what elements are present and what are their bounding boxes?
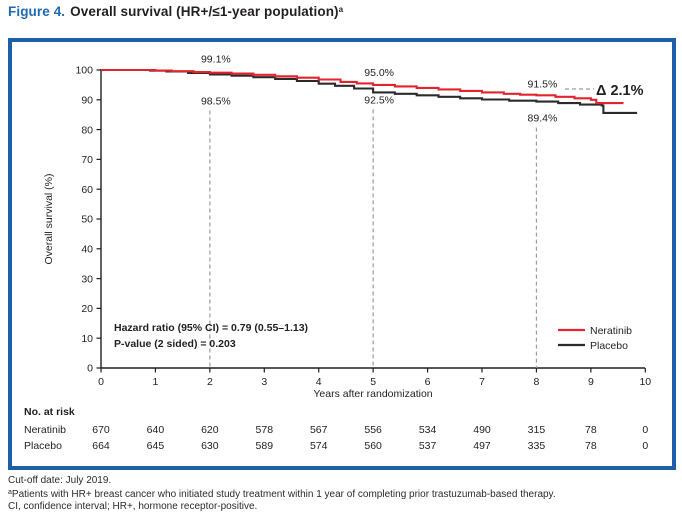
footnotes: Cut-off date: July 2019. aPatients with … — [8, 475, 678, 513]
risk-value-neratinib-year-3: 578 — [256, 424, 274, 436]
risk-value-placebo-year-10: 0 — [642, 440, 648, 452]
x-tick-label: 10 — [639, 376, 651, 388]
x-tick-label: 5 — [370, 376, 376, 388]
x-tick-label: 1 — [153, 376, 159, 388]
y-tick-label: 0 — [87, 363, 93, 375]
x-tick-label: 6 — [425, 376, 431, 388]
figure-frame — [8, 38, 676, 470]
legend-label-placebo: Placebo — [590, 340, 628, 352]
risk-value-neratinib-year-5: 556 — [364, 424, 382, 436]
x-tick-label: 8 — [534, 376, 540, 388]
risk-row-label-neratinib: Neratinib — [24, 424, 66, 436]
risk-value-placebo-year-1: 645 — [147, 440, 165, 452]
figure-title: Figure 4. Overall survival (HR+/≤1-year p… — [8, 4, 343, 19]
risk-value-neratinib-year-6: 534 — [419, 424, 437, 436]
placebo-pct-label-year-2: 98.5% — [201, 95, 231, 107]
risk-value-placebo-year-4: 574 — [310, 440, 328, 452]
risk-value-placebo-year-3: 589 — [256, 440, 274, 452]
placebo-pct-label-year-5: 92.5% — [364, 94, 394, 106]
legend-label-neratinib: Neratinib — [590, 325, 632, 337]
stats-line-1: Hazard ratio (95% CI) = 0.79 (0.55–1.13) — [114, 322, 308, 334]
x-tick-label: 2 — [207, 376, 213, 388]
x-tick-label: 3 — [261, 376, 267, 388]
x-tick-label: 7 — [479, 376, 485, 388]
risk-value-neratinib-year-0: 670 — [92, 424, 110, 436]
footnote-line-cutoff: Cut-off date: July 2019. — [8, 475, 678, 487]
figure-title-superscript: a — [338, 5, 344, 14]
risk-value-neratinib-year-10: 0 — [642, 424, 648, 436]
y-tick-label: 30 — [81, 273, 93, 285]
y-tick-label: 40 — [81, 244, 93, 256]
x-axis-title: Years after randomization — [313, 388, 432, 400]
neratinib-pct-label-year-8: 91.5% — [528, 78, 558, 90]
risk-value-placebo-year-9: 78 — [585, 440, 597, 452]
y-tick-label: 100 — [75, 65, 93, 77]
placebo-pct-label-year-8: 89.4% — [528, 113, 558, 125]
x-tick-label: 0 — [98, 376, 104, 388]
delta-annotation: Δ 2.1% — [596, 83, 644, 99]
neratinib-pct-label-year-5: 95.0% — [364, 67, 394, 79]
risk-value-placebo-year-8: 335 — [528, 440, 546, 452]
figure-number-label: Figure 4. — [8, 4, 66, 19]
footnote-population-text: Patients with HR+ breast cancer who init… — [11, 489, 556, 500]
y-tick-label: 90 — [81, 95, 93, 107]
risk-value-neratinib-year-4: 567 — [310, 424, 328, 436]
y-axis-title: Overall survival (%) — [43, 173, 55, 264]
risk-value-placebo-year-7: 497 — [473, 440, 491, 452]
risk-value-neratinib-year-8: 315 — [528, 424, 546, 436]
figure-title-text: Overall survival (HR+/≤1-year population… — [70, 4, 339, 19]
risk-value-neratinib-year-1: 640 — [147, 424, 165, 436]
x-tick-label: 4 — [316, 376, 322, 388]
y-tick-label: 10 — [81, 333, 93, 345]
y-tick-label: 80 — [81, 124, 93, 136]
risk-value-placebo-year-5: 560 — [364, 440, 382, 452]
risk-value-placebo-year-2: 630 — [201, 440, 219, 452]
curve-neratinib — [101, 68, 624, 105]
risk-value-neratinib-year-2: 620 — [201, 424, 219, 436]
footnote-cutoff-text: Cut-off date: July 2019. — [8, 475, 112, 486]
footnote-line-abbreviations: CI, confidence interval; HR+, hormone re… — [8, 501, 678, 513]
risk-value-placebo-year-6: 537 — [419, 440, 437, 452]
footnote-superscript: a — [8, 489, 12, 496]
y-tick-label: 50 — [81, 214, 93, 226]
neratinib-pct-label-year-2: 99.1% — [201, 54, 231, 66]
y-tick-label: 20 — [81, 303, 93, 315]
y-tick-label: 70 — [81, 154, 93, 166]
risk-value-placebo-year-0: 664 — [92, 440, 110, 452]
footnote-line-population: aPatients with HR+ breast cancer who ini… — [8, 487, 678, 501]
y-tick-label: 60 — [81, 184, 93, 196]
risk-value-neratinib-year-7: 490 — [473, 424, 491, 436]
risk-value-neratinib-year-9: 78 — [585, 424, 597, 436]
risk-table-header: No. at risk — [24, 406, 75, 418]
risk-row-label-placebo: Placebo — [24, 440, 62, 452]
footnote-abbreviations-text: CI, confidence interval; HR+, hormone re… — [8, 501, 258, 512]
stats-line-2: P-value (2 sided) = 0.203 — [114, 338, 236, 350]
x-tick-label: 9 — [588, 376, 594, 388]
